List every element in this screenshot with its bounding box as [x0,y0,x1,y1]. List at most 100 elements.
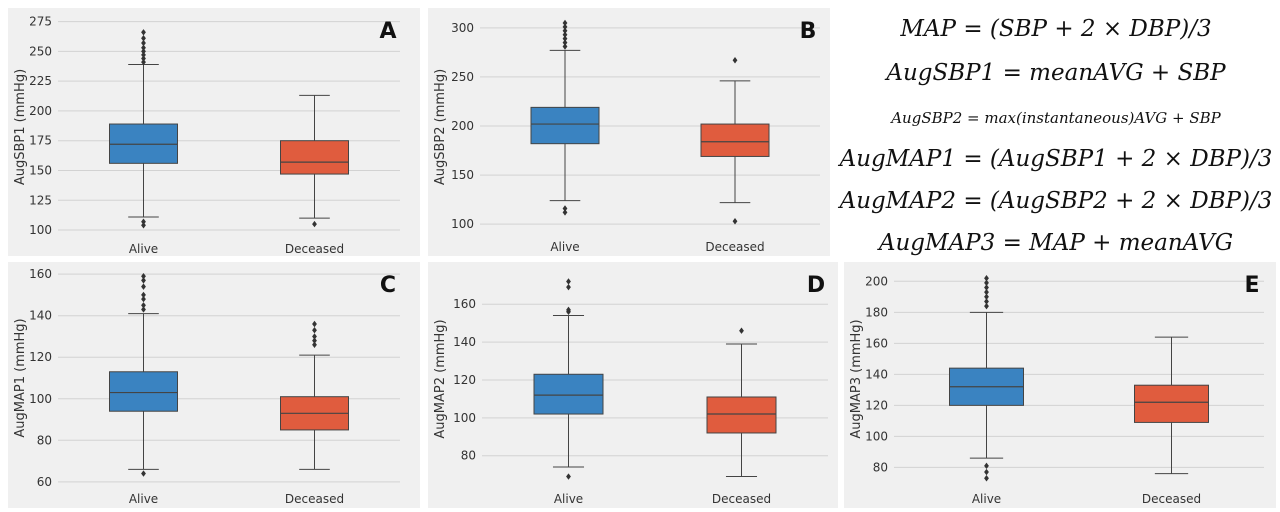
outlier-point [141,291,146,299]
x-tick-label: Deceased [285,242,344,256]
outlier-point [141,295,146,303]
outlier-point [566,306,571,314]
x-tick-label: Alive [129,492,158,506]
y-tick-label: 300 [451,21,474,35]
box-deceased [700,123,770,157]
y-tick-label: 160 [865,336,888,350]
y-tick-label: 80 [461,449,476,463]
x-tick-label: Alive [554,492,583,506]
box-alive [533,373,604,415]
y-tick-label: 250 [451,70,474,84]
panel-d: 80 100 120 140 160 AugMAP2 (mmHg) D Alive Deceas… [428,262,838,508]
outlier-point [984,468,989,476]
outlier-point [732,218,738,225]
outlier-point [566,283,571,291]
y-tick-label: 125 [29,193,52,207]
box-alive [530,106,600,145]
outlier-point [312,327,317,334]
outlier-point [312,337,317,344]
y-axis-label: AugMAP3 (mmHg) [849,319,864,438]
panel-label: B [800,19,817,44]
y-axis-label: AugMAP1 (mmHg) [13,318,28,437]
y-tick-label: 140 [453,335,476,349]
outlier-point [984,462,989,470]
y-tick-label: 100 [29,392,52,406]
formula-augmap1: AugMAP1 = (AugSBP1 + 2 × DBP)/3 [839,146,1273,172]
outlier-point [312,220,317,228]
outlier-point [141,222,146,229]
y-axis-label: AugSBP2 (mmHg) [433,69,448,185]
panel-c: 60 80 100 120 140 160 AugMAP1 (mmHg) C Alive Dece… [8,262,420,508]
outlier-point [141,44,146,51]
outlier-point [562,205,568,212]
x-tick-label: Deceased [1142,492,1201,506]
boxplot-augmap2: 80 100 120 140 160 AugMAP2 (mmHg) D Alive Deceas… [433,273,828,506]
outlier-point [141,277,146,284]
y-tick-label: 275 [29,15,52,29]
outlier-point [141,55,146,62]
outlier-point [562,19,568,27]
outlier-point [312,320,317,328]
outlier-point [562,31,568,38]
outlier-point [984,298,989,305]
y-tick-label: 100 [29,223,52,237]
boxplot-augmap1: 60 80 100 120 140 160 AugMAP1 (mmHg) C Alive Dece… [13,267,400,506]
panel-label: D [807,273,825,298]
outlier-point [984,284,989,291]
y-tick-label: 200 [865,274,888,288]
outlier-point [562,23,568,31]
outlier-point [141,283,146,290]
outlier-point [141,470,146,477]
y-tick-label: 200 [29,104,52,118]
outlier-point [732,57,738,64]
box-alive [109,371,178,412]
x-tick-label: Deceased [705,240,764,254]
panel-a: 100 125 150 175 200 225 250 275 AugSBP1 (mmHg) A A… [8,8,420,256]
box-deceased [1134,384,1209,423]
y-tick-label: 120 [29,350,52,364]
panel-b: 100 150 200 250 300 AugSBP2 (mmHg) B Alive Decea… [428,8,830,256]
panel-label: E [1244,273,1259,298]
boxplot-augsbp1: 100 125 150 175 200 225 250 275 AugSBP1 (mmHg) A A… [13,15,400,256]
y-tick-label: 60 [37,475,52,489]
formula-list: MAP = (SBP + 2 × DBP)/3 AugSBP1 = meanAV… [836,8,1276,280]
y-tick-label: 100 [451,217,474,231]
x-tick-label: Deceased [285,492,344,506]
outlier-point [562,39,568,46]
outlier-point [141,306,146,313]
boxplot-augmap3: 80 100 120 140 160 180 200 AugMAP3 (mmHg) E Alive… [849,273,1264,506]
outlier-point [566,473,571,480]
formula-map: MAP = (SBP + 2 × DBP)/3 [900,16,1212,42]
y-tick-label: 250 [29,44,52,58]
y-tick-label: 150 [451,168,474,182]
x-tick-label: Alive [972,492,1001,506]
y-tick-label: 160 [453,297,476,311]
y-tick-label: 120 [865,398,888,412]
outlier-point [312,341,317,348]
formula-augsbp2: AugSBP2 = max(instantaneous)AVG + SBP [891,109,1221,127]
outlier-point [562,35,568,42]
outlier-point [984,293,989,301]
y-tick-label: 100 [453,411,476,425]
outlier-point [562,27,568,34]
outlier-point [984,288,989,296]
outlier-point [984,475,989,482]
outlier-point [566,278,571,285]
outlier-point [141,48,146,55]
x-tick-label: Deceased [712,492,771,506]
y-tick-label: 180 [865,305,888,319]
outlier-point [984,302,989,310]
x-tick-label: Alive [129,242,158,256]
outlier-point [141,273,146,280]
outlier-point [141,218,146,225]
y-tick-label: 100 [865,429,888,443]
y-axis-label: AugSBP1 (mmHg) [13,69,28,185]
outlier-point [141,35,146,42]
outlier-point [984,275,989,282]
outlier-point [141,51,146,59]
outlier-point [141,29,146,36]
panel-label: C [380,273,396,298]
y-tick-label: 150 [29,163,52,177]
y-tick-label: 175 [29,134,52,148]
y-tick-label: 225 [29,74,52,88]
